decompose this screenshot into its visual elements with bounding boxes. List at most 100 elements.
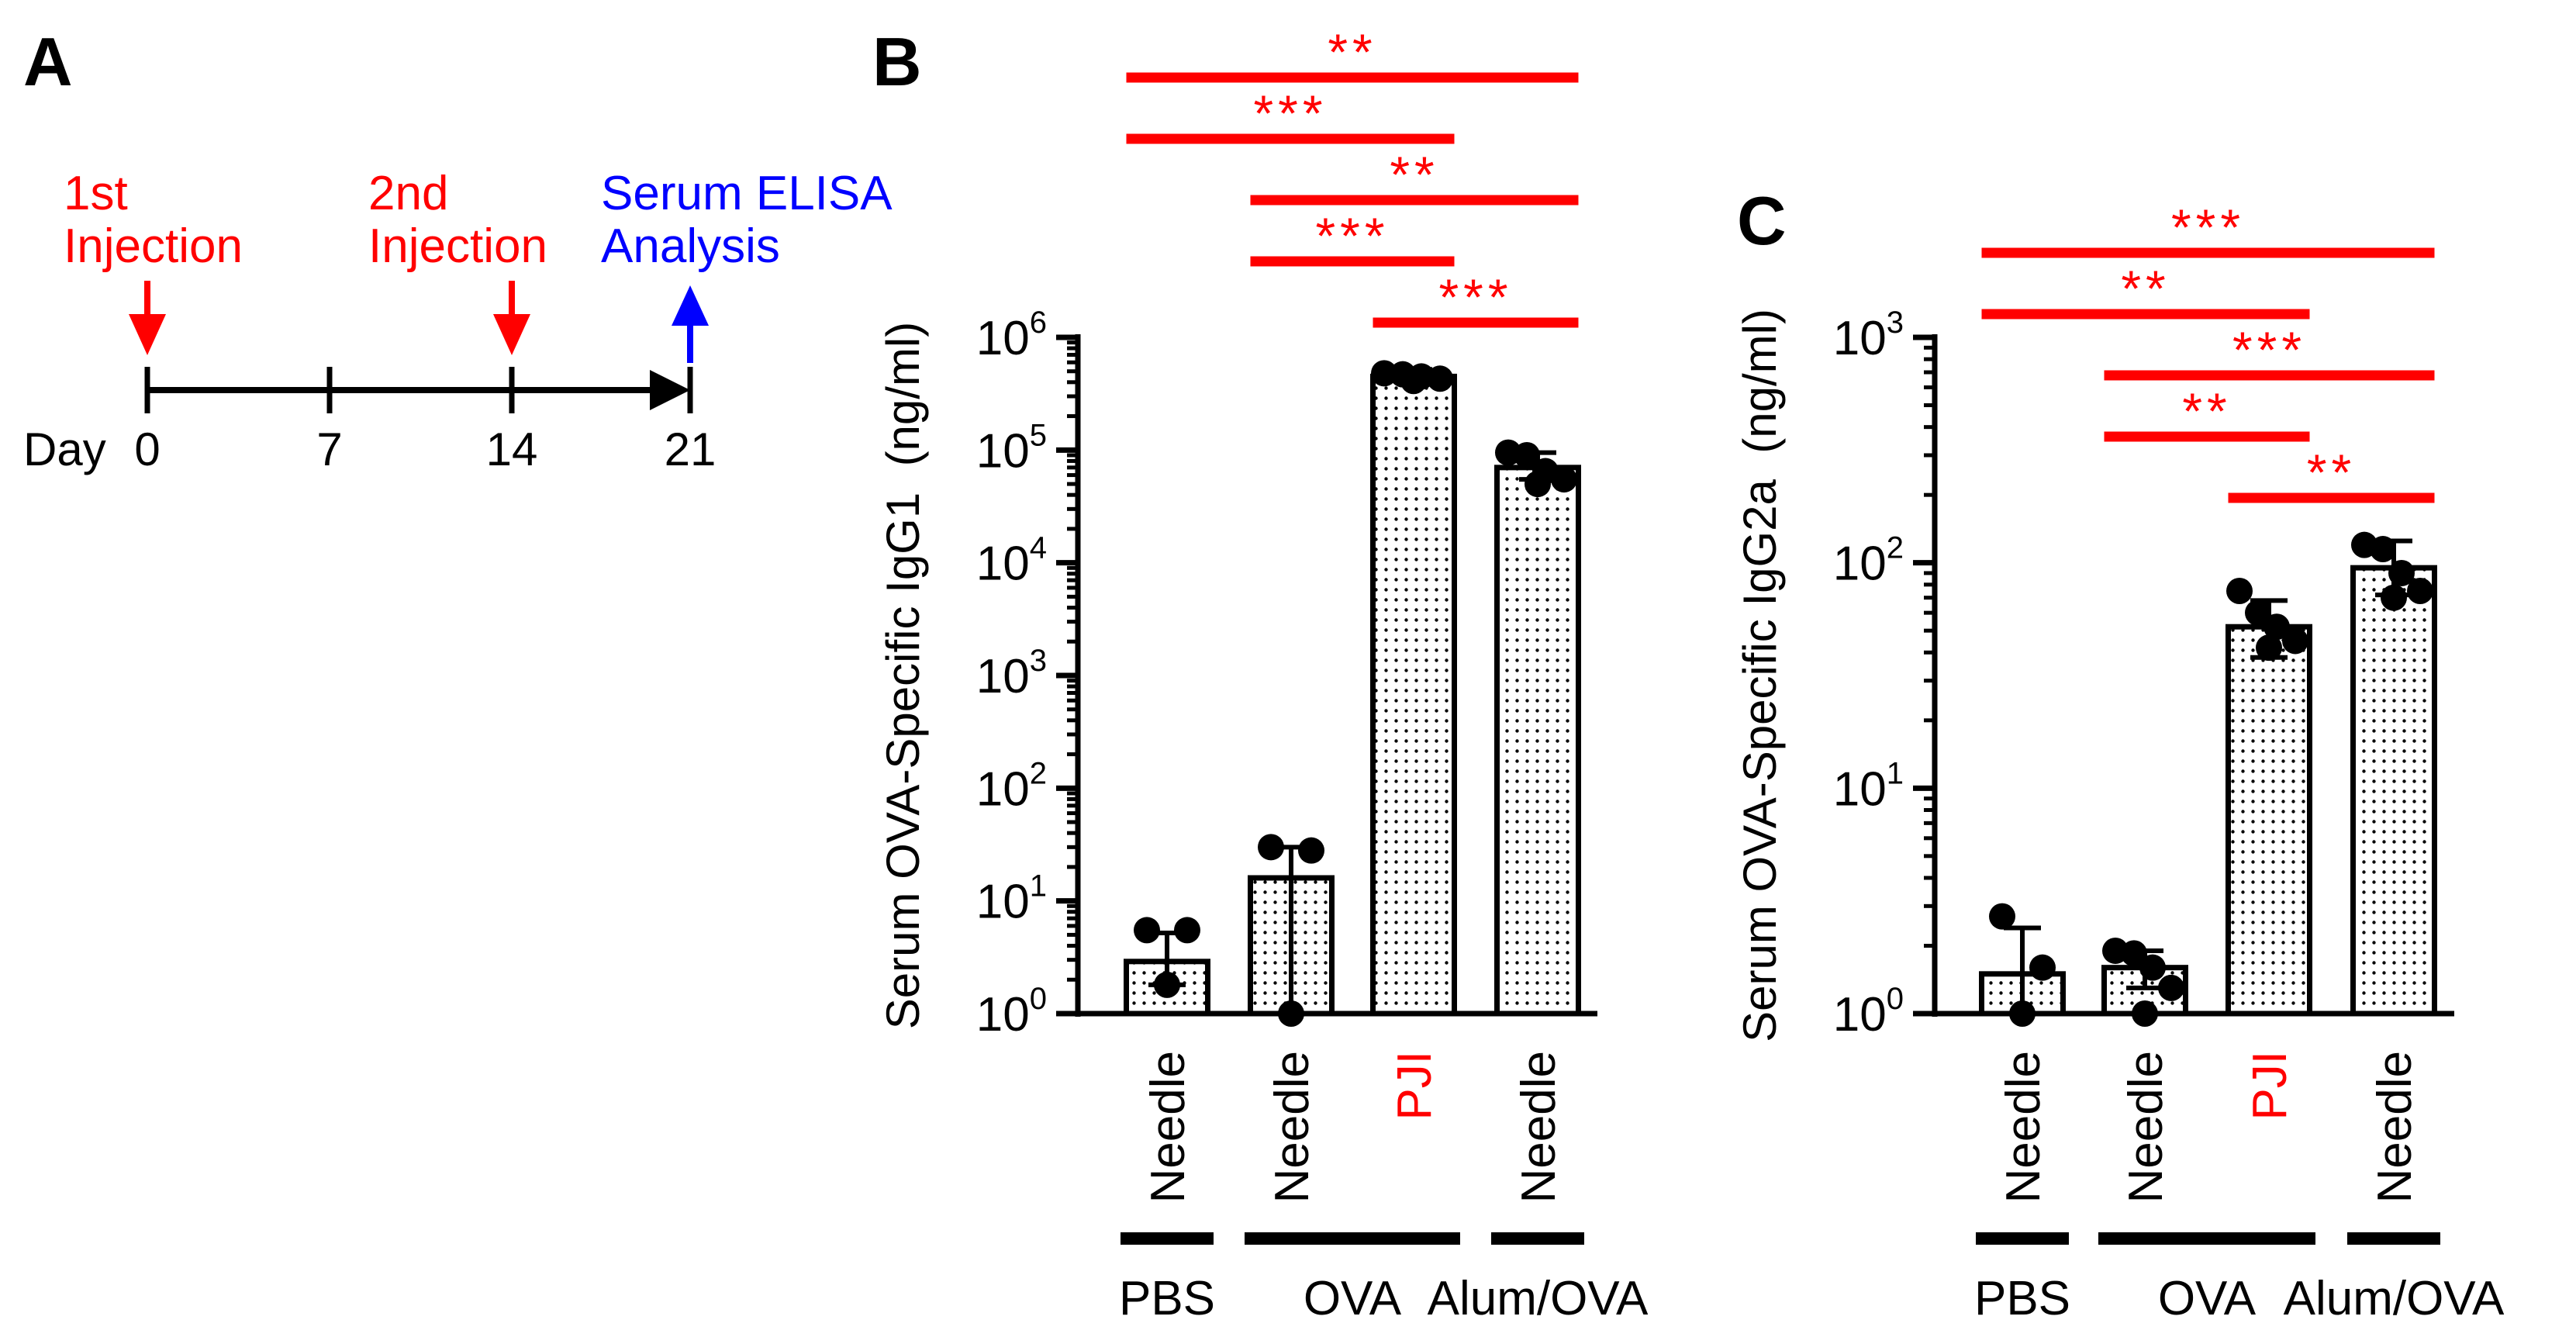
group-label: OVA bbox=[2158, 1272, 2257, 1325]
timeline-event-text: Injection bbox=[368, 219, 547, 273]
panel-label-a: A bbox=[23, 23, 73, 100]
data-point bbox=[1174, 917, 1200, 944]
significance-label: *** bbox=[1438, 268, 1512, 326]
y-tick-label: 100 bbox=[1833, 982, 1904, 1042]
y-tick-exponent: 2 bbox=[1887, 531, 1904, 565]
y-tick-label: 105 bbox=[976, 418, 1047, 478]
data-point bbox=[2256, 634, 2282, 662]
category-label: Needle bbox=[1512, 1051, 1566, 1203]
y-tick-exponent: 3 bbox=[1030, 644, 1047, 678]
data-point bbox=[2226, 577, 2253, 604]
panel-label-c: C bbox=[1737, 182, 1787, 259]
data-point bbox=[1551, 466, 1577, 493]
y-tick-label: 101 bbox=[976, 869, 1047, 929]
data-point bbox=[2407, 577, 2433, 604]
data-point bbox=[1134, 917, 1160, 944]
day-label: Day bbox=[23, 423, 106, 475]
data-point bbox=[1278, 1000, 1304, 1027]
category-label: Needle bbox=[2119, 1051, 2173, 1203]
y-axis-label: Serum OVA-Specific IgG1 (ng/ml) bbox=[877, 322, 929, 1029]
y-tick-exponent: 6 bbox=[1030, 306, 1047, 340]
y-tick-label: 103 bbox=[976, 644, 1047, 703]
data-point bbox=[2245, 599, 2271, 627]
category-label: PJI bbox=[1388, 1051, 1442, 1121]
y-tick-label: 106 bbox=[976, 306, 1047, 365]
y-tick-exponent: 5 bbox=[1030, 418, 1047, 452]
data-point bbox=[1427, 365, 1453, 392]
arrow-down-icon bbox=[129, 314, 166, 355]
significance-label: *** bbox=[2171, 199, 2245, 256]
y-tick-base: 10 bbox=[976, 650, 1030, 703]
significance-label: *** bbox=[2232, 321, 2306, 378]
data-point bbox=[2009, 1000, 2036, 1027]
timeline-tick-label: 0 bbox=[134, 423, 160, 475]
y-tick-label: 102 bbox=[1833, 531, 1904, 591]
timeline-tick-label: 14 bbox=[486, 423, 538, 475]
significance-label: *** bbox=[1315, 207, 1389, 264]
significance-label: ** bbox=[2182, 382, 2231, 440]
category-label: Needle bbox=[1266, 1051, 1319, 1203]
data-point bbox=[1400, 368, 1427, 395]
data-point bbox=[1371, 360, 1397, 387]
bar bbox=[2226, 624, 2312, 1017]
y-tick-base: 10 bbox=[1833, 312, 1887, 365]
data-point bbox=[2121, 940, 2147, 967]
data-point bbox=[1298, 837, 1324, 864]
category-label: Needle bbox=[1997, 1051, 2050, 1203]
y-tick-exponent: 1 bbox=[1030, 869, 1047, 903]
timeline-event-text: Injection bbox=[64, 219, 243, 273]
significance-label: ** bbox=[2307, 444, 2356, 501]
y-tick-base: 10 bbox=[976, 876, 1030, 929]
data-point bbox=[2139, 954, 2166, 981]
data-point bbox=[1989, 903, 2015, 930]
timeline-event-text: Analysis bbox=[601, 219, 780, 273]
data-point bbox=[2388, 559, 2415, 586]
y-tick-base: 10 bbox=[1833, 537, 1887, 591]
data-point bbox=[2158, 974, 2184, 1001]
significance-label: ** bbox=[1390, 146, 1438, 203]
timeline-arrowhead bbox=[650, 370, 690, 410]
y-tick-base: 10 bbox=[976, 424, 1030, 478]
arrow-up-icon bbox=[672, 285, 709, 326]
y-tick-base: 10 bbox=[976, 312, 1030, 365]
timeline-event-text: 2nd bbox=[368, 167, 448, 220]
y-tick-base: 10 bbox=[976, 762, 1030, 816]
timeline-tick-label: 21 bbox=[665, 423, 717, 475]
y-tick-base: 10 bbox=[1833, 988, 1887, 1042]
y-tick-label: 100 bbox=[976, 982, 1047, 1042]
timeline-ticks: 0 7 14 21 bbox=[134, 367, 716, 475]
data-point bbox=[2381, 584, 2407, 611]
category-label: Needle bbox=[1141, 1051, 1195, 1203]
y-tick-exponent: 0 bbox=[1887, 982, 1904, 1016]
significance-label: *** bbox=[1253, 85, 1327, 142]
data-point bbox=[1258, 834, 1284, 861]
y-axis-label: Serum OVA-Specific IgG2a (ng/ml) bbox=[1734, 309, 1786, 1042]
bar bbox=[1494, 465, 1581, 1017]
y-tick-exponent: 1 bbox=[1887, 756, 1904, 790]
y-tick-exponent: 3 bbox=[1887, 306, 1904, 340]
data-point bbox=[2282, 627, 2308, 655]
y-tick-exponent: 2 bbox=[1030, 756, 1047, 790]
group-label: PBS bbox=[1119, 1272, 1215, 1325]
group-label: Alum/OVA bbox=[1428, 1272, 1649, 1325]
bar bbox=[1370, 373, 1457, 1017]
y-tick-exponent: 0 bbox=[1030, 982, 1047, 1016]
timeline-event-text: 1st bbox=[64, 167, 128, 220]
category-label: PJI bbox=[2243, 1051, 2297, 1121]
y-tick-label: 103 bbox=[1833, 306, 1904, 365]
arrow-down-icon bbox=[493, 314, 530, 355]
y-tick-exponent: 4 bbox=[1030, 531, 1047, 565]
panel-label-b: B bbox=[872, 23, 922, 100]
significance-label: ** bbox=[1328, 23, 1376, 81]
y-tick-base: 10 bbox=[1833, 762, 1887, 816]
data-point bbox=[2132, 1000, 2158, 1027]
data-point bbox=[2370, 536, 2396, 563]
data-point bbox=[1514, 441, 1540, 468]
